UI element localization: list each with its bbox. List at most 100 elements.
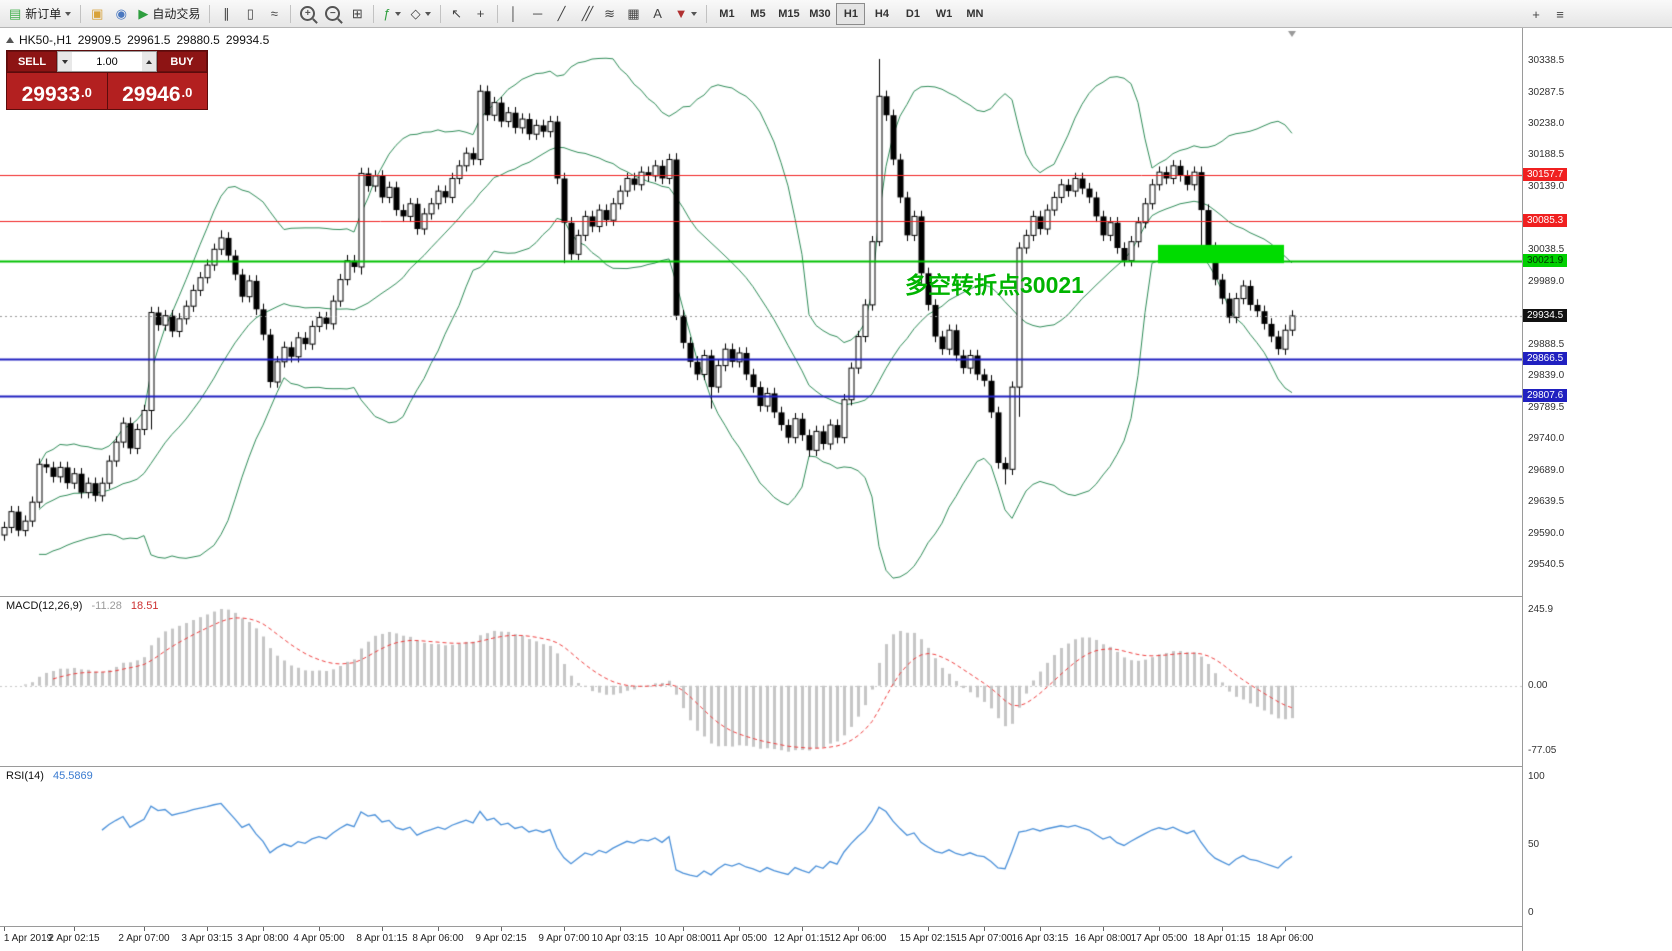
volume-down-button[interactable] [58, 52, 72, 71]
time-axis[interactable]: 1 Apr 2019 2 Apr 02:15 2 Apr 07:00 3 Apr 03… [0, 927, 1522, 951]
text-button[interactable]: A [647, 3, 669, 25]
shapes-button[interactable]: ▦ [623, 3, 645, 25]
channel-button[interactable]: ╱╱ [575, 3, 597, 25]
fibo-button[interactable]: ≋ [599, 3, 621, 25]
macd-header: MACD(12,26,9) -11.28 18.51 [6, 600, 158, 612]
price-tick-label: 30287.5 [1528, 86, 1565, 98]
objects-icon: ◇ [410, 6, 421, 21]
timeframe-d1-button[interactable]: D1 [905, 7, 920, 20]
new-order-button-label: 新订单 [25, 7, 62, 21]
profile-icon: ◉ [115, 6, 127, 21]
panel-separator [0, 926, 1672, 927]
volume-up-button[interactable] [142, 52, 156, 71]
buy-price-display[interactable]: 29946 .0 [107, 73, 207, 109]
bar-chart-button[interactable]: ∥ [215, 3, 237, 25]
buy-button[interactable]: BUY [157, 51, 207, 72]
timeframe-h1-button[interactable]: H1 [836, 2, 866, 25]
price-line-badge: 29934.5 [1523, 308, 1568, 322]
toolbar-separator [80, 4, 82, 23]
arrows-button[interactable]: ▼ [671, 3, 702, 25]
timeframe-h4-button[interactable]: H4 [874, 7, 889, 20]
trendline-icon: ╱ [557, 6, 566, 21]
vline-button[interactable]: │ [503, 3, 525, 25]
tile-windows-button[interactable]: ⊞ [346, 3, 368, 25]
crosshair-button[interactable]: + [470, 3, 492, 25]
macd-panel-canvas[interactable] [0, 597, 1522, 767]
objects-button[interactable]: ◇ [407, 3, 435, 25]
trendline-button[interactable]: ╱ [551, 3, 573, 25]
price-tick-label: 29989.0 [1528, 275, 1565, 287]
collapse-oneclick-icon[interactable] [6, 37, 14, 43]
time-tick [564, 927, 565, 931]
main-chart-canvas[interactable] [0, 28, 1522, 597]
price-tick-label: 29590.0 [1528, 527, 1565, 539]
price-line-badge: 30021.9 [1523, 253, 1568, 267]
sell-button[interactable]: SELL [7, 51, 57, 72]
ohlc-open: 29909.5 [77, 33, 122, 47]
list-icon: ≡ [1556, 6, 1564, 22]
time-tick [438, 927, 439, 931]
zoom-out-button[interactable]: − [321, 3, 344, 25]
price-tick-label: 29740.0 [1528, 432, 1565, 444]
time-label: 3 Apr 03:15 [181, 933, 233, 944]
time-tick [739, 927, 740, 931]
macd-name-label: MACD(12,26,9) [6, 600, 83, 612]
cursor-button[interactable]: ↖ [446, 3, 468, 25]
line-icon: ≈ [270, 6, 278, 21]
timeframe-m5-button[interactable]: M5 [750, 7, 766, 20]
price-tick-label: 29789.5 [1528, 401, 1565, 413]
time-label: 2 Apr 02:15 [48, 933, 100, 944]
buy-price-int: 29946 [122, 83, 181, 106]
chart-list-button[interactable]: ≡ [1549, 3, 1571, 25]
vline-icon: │ [509, 6, 518, 21]
rsi-scale-50: 50 [1528, 839, 1540, 850]
autotrade-button[interactable]: ▶ 自动交易 [134, 3, 204, 25]
time-label: 12 Apr 06:00 [829, 933, 887, 944]
add-chart-button[interactable]: + [1525, 3, 1547, 25]
timeframe-m1-button[interactable]: M1 [719, 7, 735, 20]
time-label: 10 Apr 03:15 [591, 933, 649, 944]
time-label: 12 Apr 01:15 [773, 933, 831, 944]
time-tick [802, 927, 803, 931]
volume-input[interactable] [72, 52, 142, 71]
timeframe-m15-button[interactable]: M15 [778, 7, 800, 20]
dropdown-arrow-icon [691, 11, 698, 16]
line-chart-button[interactable]: ≈ [263, 3, 285, 25]
time-label: 3 Apr 08:00 [237, 933, 289, 944]
rsi-scale-100: 100 [1528, 771, 1545, 782]
chart-window-button[interactable]: ▣ [86, 3, 108, 25]
profile-button[interactable]: ◉ [110, 3, 132, 25]
time-tick [984, 927, 985, 931]
time-label: 17 Apr 05:00 [1130, 933, 1188, 944]
time-tick [928, 927, 929, 931]
price-line-badge: 30157.7 [1523, 167, 1568, 181]
price-line-badge: 30085.3 [1523, 213, 1568, 227]
chart-annotation-text: 多空转折点30021 [905, 271, 1084, 298]
time-tick [144, 927, 145, 931]
price-axis[interactable]: 30338.5 30287.5 30238.0 30188.5 30139.0 30038… [1523, 28, 1672, 951]
time-tick [1285, 927, 1286, 931]
indicators-button[interactable]: ƒ [379, 3, 404, 25]
price-tick-label: 29839.0 [1528, 370, 1565, 382]
new-order-button[interactable]: ▤ 新订单 [5, 3, 75, 25]
time-label: 11 Apr 05:00 [711, 933, 767, 944]
timeframe-mn-button[interactable]: MN [966, 7, 984, 20]
text-icon: A [653, 6, 662, 21]
toolbar-separator [290, 4, 292, 23]
toolbar: ▤ 新订单 ▣ ◉ ▶ 自动交易 ∥ ▯ ≈ + − ⊞ ƒ ◇ ↖ + │ ─ ╱ ╱╱ ≋ ▦ A ▼ M1 M5 M15 M30… [0, 0, 1672, 28]
timeframe-m30-button[interactable]: M30 [809, 7, 831, 20]
time-label: 15 Apr 02:15 [899, 933, 957, 944]
axis-separator [1522, 28, 1523, 951]
time-tick [382, 927, 383, 931]
rsi-panel-canvas[interactable] [0, 767, 1522, 927]
timeframe-w1-button[interactable]: W1 [935, 7, 953, 20]
time-tick [319, 927, 320, 931]
one-click-trading-panel: SELL BUY 29933 .0 29946 .0 [6, 50, 208, 110]
zoom-in-button[interactable]: + [296, 3, 319, 25]
sell-price-display[interactable]: 29933 .0 [7, 73, 108, 109]
hline-button[interactable]: ─ [527, 3, 549, 25]
candle-chart-button[interactable]: ▯ [239, 3, 261, 25]
time-tick [620, 927, 621, 931]
panel-separator [0, 766, 1672, 767]
